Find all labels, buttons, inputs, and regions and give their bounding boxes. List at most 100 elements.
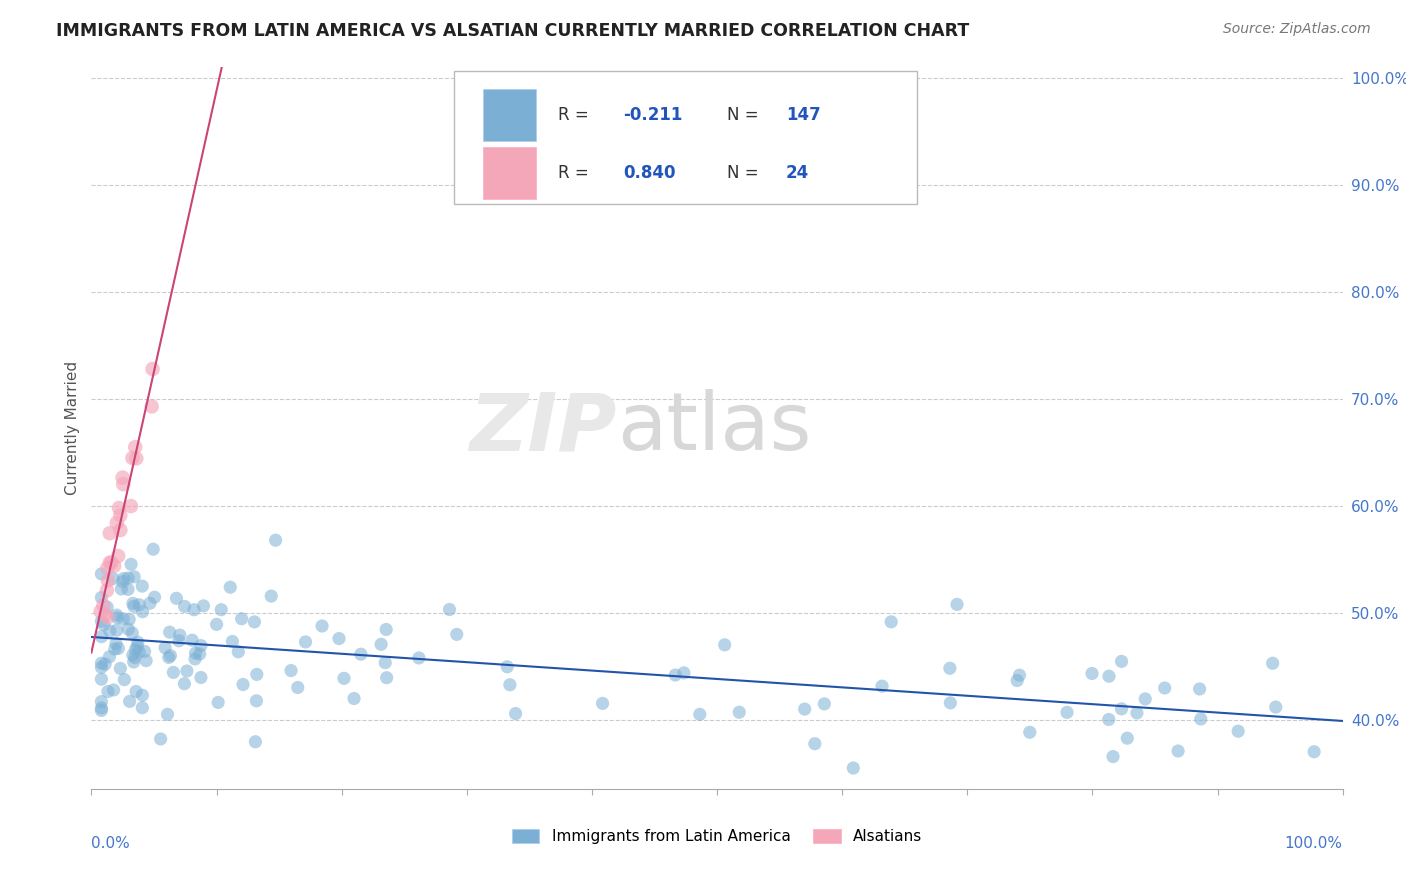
Point bbox=[280, 664, 302, 678]
Point bbox=[100, 556, 122, 570]
Point bbox=[143, 591, 166, 605]
Point bbox=[1126, 706, 1149, 720]
Point bbox=[1098, 669, 1121, 683]
Point bbox=[124, 440, 146, 454]
Point bbox=[98, 624, 121, 638]
Point bbox=[689, 707, 711, 722]
Bar bbox=[484, 147, 536, 199]
Point bbox=[184, 652, 207, 666]
Point bbox=[1153, 681, 1175, 695]
Point bbox=[128, 645, 150, 659]
Point bbox=[184, 646, 207, 660]
Point bbox=[1189, 712, 1212, 726]
Point bbox=[1008, 668, 1031, 682]
Point bbox=[107, 641, 129, 656]
Point bbox=[1264, 700, 1286, 714]
Point bbox=[1098, 713, 1121, 727]
Point bbox=[96, 583, 118, 598]
Point bbox=[124, 642, 146, 657]
Point bbox=[173, 599, 195, 614]
Text: IMMIGRANTS FROM LATIN AMERICA VS ALSATIAN CURRENTLY MARRIED CORRELATION CHART: IMMIGRANTS FROM LATIN AMERICA VS ALSATIA… bbox=[56, 22, 970, 40]
Point bbox=[141, 400, 163, 414]
Point bbox=[246, 667, 269, 681]
Point bbox=[159, 648, 181, 663]
Point bbox=[260, 589, 283, 603]
Point bbox=[142, 362, 165, 376]
Point bbox=[496, 659, 519, 673]
Point bbox=[96, 561, 118, 575]
Point bbox=[96, 610, 118, 624]
Point bbox=[1167, 744, 1189, 758]
Point bbox=[120, 499, 142, 513]
Point bbox=[93, 617, 115, 632]
Point bbox=[97, 574, 120, 588]
Point bbox=[205, 617, 228, 632]
Bar bbox=[484, 88, 536, 141]
Point bbox=[804, 737, 827, 751]
Point bbox=[880, 615, 903, 629]
Point bbox=[439, 602, 461, 616]
Point bbox=[98, 556, 121, 570]
Point bbox=[176, 664, 198, 678]
Text: R =: R = bbox=[558, 164, 595, 182]
FancyBboxPatch shape bbox=[454, 70, 917, 204]
Point bbox=[105, 608, 128, 623]
Point bbox=[1303, 745, 1326, 759]
Text: 147: 147 bbox=[786, 105, 821, 124]
Point bbox=[108, 501, 131, 516]
Point bbox=[231, 612, 253, 626]
Point bbox=[245, 694, 267, 708]
Point bbox=[134, 644, 156, 658]
Point bbox=[870, 679, 893, 693]
Point bbox=[1081, 666, 1104, 681]
Point bbox=[90, 604, 112, 618]
Point bbox=[110, 508, 132, 523]
Point bbox=[343, 691, 366, 706]
Point bbox=[131, 688, 153, 702]
Point bbox=[209, 603, 232, 617]
Legend: Immigrants from Latin America, Alsatians: Immigrants from Latin America, Alsatians bbox=[506, 822, 928, 850]
Point bbox=[1116, 731, 1139, 746]
Point bbox=[245, 735, 267, 749]
Point bbox=[124, 650, 146, 665]
Point bbox=[142, 542, 165, 557]
Point bbox=[110, 582, 132, 596]
Point bbox=[112, 477, 135, 491]
Point bbox=[131, 579, 153, 593]
Text: atlas: atlas bbox=[617, 389, 811, 467]
Point bbox=[122, 596, 145, 610]
Point bbox=[90, 614, 112, 628]
Point bbox=[117, 571, 139, 585]
Point bbox=[243, 615, 266, 629]
Point bbox=[98, 649, 121, 664]
Point bbox=[127, 640, 149, 654]
Point bbox=[120, 558, 142, 572]
Point bbox=[370, 637, 392, 651]
Point bbox=[1135, 692, 1157, 706]
Point bbox=[1227, 724, 1250, 739]
Point bbox=[167, 633, 190, 648]
Point bbox=[118, 612, 141, 626]
Point bbox=[1102, 749, 1125, 764]
Point bbox=[939, 661, 962, 675]
Point bbox=[90, 695, 112, 709]
Point bbox=[1111, 702, 1133, 716]
Point bbox=[122, 599, 145, 614]
Point bbox=[90, 703, 112, 717]
Point bbox=[183, 603, 205, 617]
Point bbox=[94, 657, 117, 672]
Point bbox=[728, 705, 751, 719]
Point bbox=[946, 598, 969, 612]
Point bbox=[105, 623, 128, 637]
Point bbox=[111, 470, 134, 484]
Point bbox=[91, 599, 114, 613]
Point bbox=[664, 668, 686, 682]
Point bbox=[1261, 657, 1284, 671]
Point bbox=[165, 591, 187, 606]
Point bbox=[173, 677, 195, 691]
Y-axis label: Currently Married: Currently Married bbox=[65, 361, 80, 495]
Point bbox=[90, 672, 112, 686]
Point bbox=[128, 598, 150, 612]
Point bbox=[159, 625, 181, 640]
Point bbox=[1111, 654, 1133, 668]
